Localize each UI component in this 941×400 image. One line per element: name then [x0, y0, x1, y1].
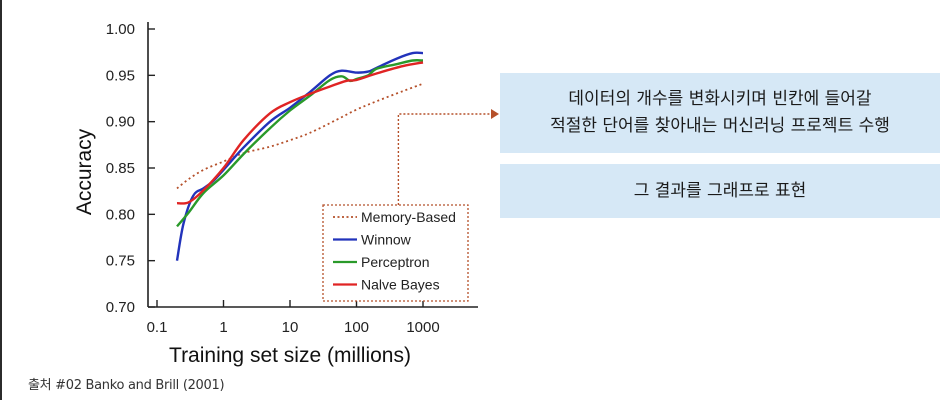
source-citation: 출처 #02 Banko and Brill (2001)	[28, 378, 225, 393]
callout-connector	[397, 109, 499, 205]
y-tick-label: 0.75	[106, 253, 135, 270]
y-tick-label: 0.70	[106, 299, 135, 316]
x-tick-label: 1000	[406, 319, 439, 336]
connector-arrowhead	[491, 109, 499, 119]
x-axis-title: Training set size (millions)	[169, 344, 411, 367]
chart-legend: Memory-Based Winnow Perceptron Nalve Bayes	[322, 204, 469, 302]
callout-result-text: 그 결과를 그래프로 표현	[633, 180, 807, 201]
legend-label-winnow: Winnow	[361, 232, 412, 248]
connector-dotted-line	[397, 113, 492, 205]
series-line-perceptron	[176, 59, 424, 228]
y-tick-label: 0.80	[106, 206, 135, 223]
y-tick-label: 0.90	[106, 114, 135, 131]
legend-label-memory-based: Memory-Based	[361, 209, 456, 225]
y-tick-label: 1.00	[106, 21, 135, 38]
series-line-naive-bayes	[176, 61, 424, 205]
callout-box-experiment: 데이터의 개수를 변화시키며 빈칸에 들어갈 적절한 단어를 찾아내는 머신러닝…	[500, 73, 940, 153]
legend-label-perceptron: Perceptron	[361, 254, 429, 270]
callout-line-2: 적절한 단어를 찾아내는 머신러닝 프로젝트 수행	[550, 116, 890, 136]
callout-box-result: 그 결과를 그래프로 표현	[500, 164, 940, 218]
callout-line-1: 데이터의 개수를 변화시키며 빈칸에 들어갈	[568, 89, 872, 109]
x-tick-label: 100	[344, 319, 369, 336]
chart-series-lines	[175, 51, 424, 261]
y-tick-label: 0.85	[106, 160, 135, 177]
chart-ticks: 0.70 0.75 0.80 0.85 0.90 0.95 1.00 0.1 1 10 100 100…	[106, 21, 440, 336]
left-border-rule	[0, 0, 2, 400]
y-axis-title: Accuracy	[73, 128, 96, 215]
x-tick-label: 10	[282, 319, 299, 336]
x-tick-label: 1	[219, 319, 227, 336]
x-tick-label: 0.1	[147, 319, 168, 336]
y-tick-label: 0.95	[106, 67, 135, 84]
legend-label-naive-bayes: Nalve Bayes	[361, 277, 440, 293]
